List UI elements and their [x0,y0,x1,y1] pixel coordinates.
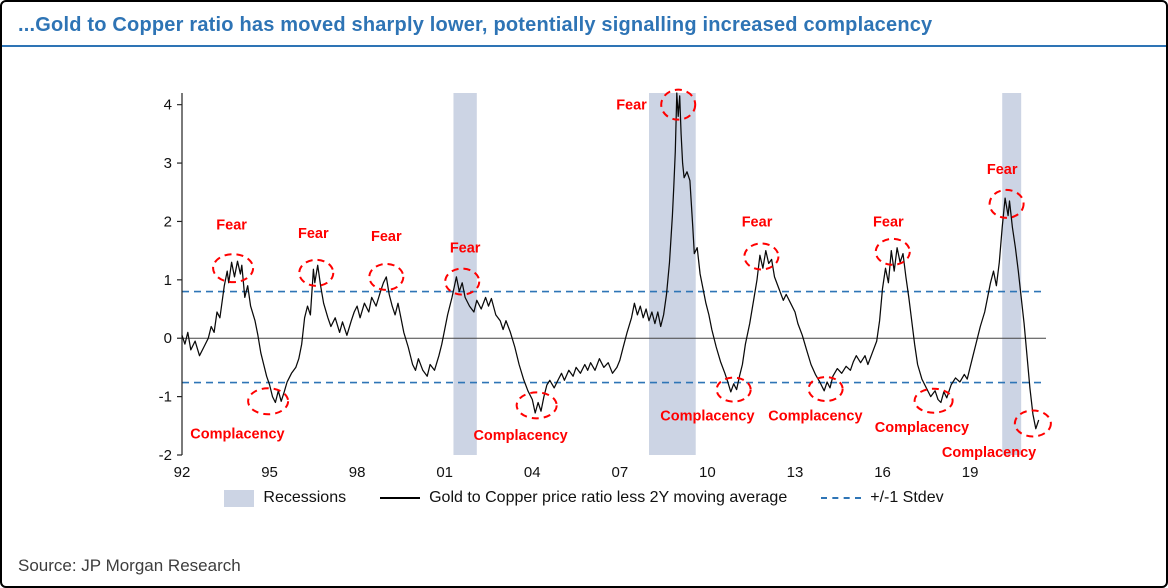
chart-area: 4 3 2 1 0 -1 -2 92 95 98 01 04 07 10 13 16 19 Fear Fear Fea… [14,51,1154,487]
page-title: ...Gold to Copper ratio has moved sharpl… [18,14,933,36]
complacency-label: Complacency [473,428,567,444]
stdev-swatch-icon [821,497,862,499]
complacency-ellipse [913,387,954,414]
fear-ellipse [743,242,780,271]
fear-label: Fear [616,98,647,114]
fear-ellipse [212,253,255,284]
recession-swatch-icon [224,489,255,507]
x-tick-label: 04 [524,464,541,481]
fear-label: Fear [873,214,904,230]
fear-label: Fear [987,162,1018,178]
y-tick-label: 1 [164,272,172,289]
y-tick-label: 4 [164,97,172,114]
complacency-label: Complacency [875,420,969,436]
complacency-label: Complacency [768,408,862,424]
recession-band [1002,93,1022,455]
chart-legend: Recessions Gold to Copper price ratio le… [2,489,1166,507]
fear-ellipse [368,262,405,291]
x-tick-label: 10 [699,464,716,481]
complacency-label: Complacency [190,426,284,442]
legend-item-series: Gold to Copper price ratio less 2Y movin… [380,489,787,507]
x-tick-label: 16 [874,464,891,481]
x-tick-label: 07 [611,464,628,481]
x-tick-label: 92 [174,464,191,481]
series-line [181,92,1040,430]
complacency-ellipse [1013,409,1052,438]
fear-label: Fear [371,229,402,245]
x-tick-label: 95 [261,464,278,481]
source-text: Source: JP Morgan Research [18,556,241,575]
fear-ellipse [298,258,335,287]
legend-label-stdev: +/-1 Stdev [870,489,944,506]
complacency-ellipse [807,376,844,403]
legend-item-stdev: +/-1 Stdev [821,489,944,507]
line-swatch-icon [380,497,421,499]
fear-ellipse [444,267,481,296]
y-tick-label: 0 [164,330,172,347]
complacency-ellipse [247,387,290,416]
y-tick-label: 2 [164,213,172,230]
y-tick-label: 3 [164,155,172,172]
fear-ellipse [988,188,1025,219]
fear-label: Fear [216,217,247,233]
chart-header: ...Gold to Copper ratio has moved sharpl… [2,2,1166,47]
complacency-label: Complacency [942,445,1036,461]
y-tick-label: -1 [159,389,172,406]
fear-ellipse [874,237,911,266]
legend-item-recessions: Recessions [224,489,346,507]
recession-band [453,93,477,455]
fear-label: Fear [742,214,773,230]
recession-band [649,93,696,455]
complacency-ellipse [715,376,752,403]
x-tick-label: 98 [349,464,366,481]
fear-label: Fear [298,226,329,242]
x-tick-label: 01 [436,464,453,481]
fear-label: Fear [450,241,481,257]
complacency-label: Complacency [660,408,754,424]
legend-label-series: Gold to Copper price ratio less 2Y movin… [429,489,788,506]
complacency-ellipse [515,391,558,420]
x-tick-label: 19 [962,464,979,481]
x-tick-label: 13 [787,464,804,481]
legend-label-recessions: Recessions [263,489,347,506]
y-tick-label: -2 [159,447,172,464]
fear-ellipse [660,88,697,121]
